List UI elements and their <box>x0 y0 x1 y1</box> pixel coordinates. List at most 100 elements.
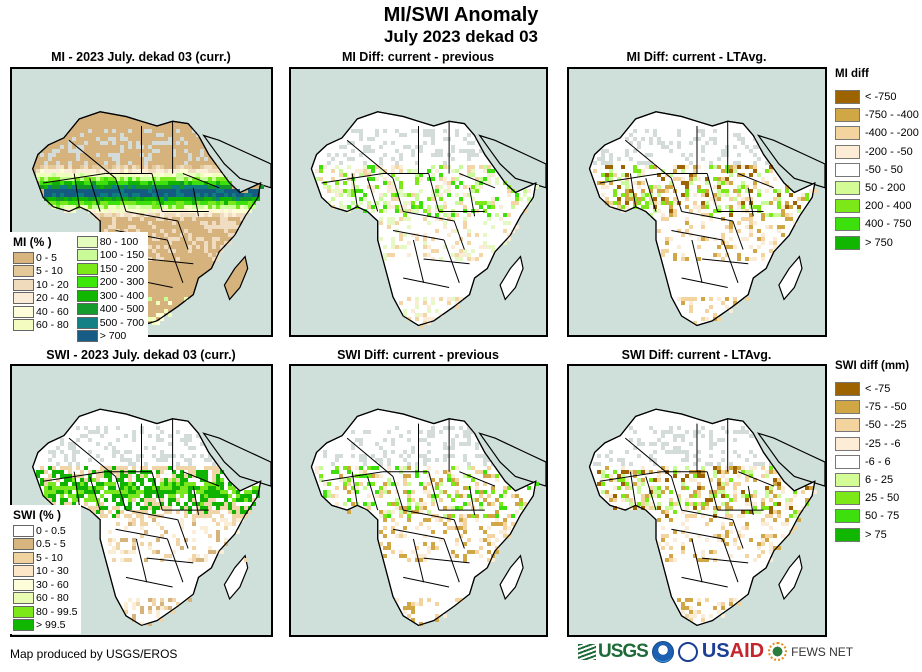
raster-cell <box>383 510 387 514</box>
map-panel-swi-diff-ltavg[interactable] <box>567 364 827 637</box>
raster-cell <box>621 165 625 169</box>
raster-cell <box>411 233 415 237</box>
raster-cell <box>487 502 491 506</box>
map-panel-swi-diff-previous[interactable] <box>289 364 548 637</box>
raster-cell <box>793 490 797 494</box>
raster-cell <box>597 181 601 185</box>
raster-cell <box>769 462 773 466</box>
raster-cell <box>383 554 387 558</box>
raster-cell <box>204 193 208 197</box>
raster-cell <box>395 534 399 538</box>
raster-cell <box>697 430 701 434</box>
raster-cell <box>64 502 68 506</box>
raster-cell <box>475 442 479 446</box>
raster-cell <box>80 201 84 205</box>
raster-cell <box>427 177 431 181</box>
raster-cell <box>48 169 52 173</box>
raster-cell <box>104 426 108 430</box>
raster-cell <box>403 209 407 213</box>
raster-cell <box>697 177 701 181</box>
raster-cell <box>451 253 455 257</box>
raster-cell <box>168 197 172 201</box>
raster-cell <box>355 189 359 193</box>
raster-cell <box>116 546 120 550</box>
raster-cell <box>156 474 160 478</box>
raster-cell <box>761 257 765 261</box>
raster-cell <box>228 241 232 245</box>
raster-cell <box>455 201 459 205</box>
raster-cell <box>709 442 713 446</box>
raster-cell <box>164 245 168 249</box>
raster-cell <box>423 486 427 490</box>
raster-cell <box>124 229 128 233</box>
raster-cell <box>160 177 164 181</box>
raster-cell <box>184 181 188 185</box>
raster-cell <box>391 450 395 454</box>
swi-diff-legend-label: -25 - -6 <box>865 437 901 450</box>
raster-cell <box>713 534 717 538</box>
mi-legend-swatch <box>13 278 34 291</box>
raster-cell <box>665 558 669 562</box>
raster-cell <box>104 430 108 434</box>
map-panel-mi-diff-ltavg[interactable] <box>567 67 827 337</box>
raster-cell <box>717 297 721 301</box>
raster-cell <box>76 462 80 466</box>
raster-cell <box>733 189 737 193</box>
raster-cell <box>721 181 725 185</box>
raster-cell <box>475 470 479 474</box>
raster-cell <box>152 149 156 153</box>
raster-cell <box>443 530 447 534</box>
raster-cell <box>351 502 355 506</box>
raster-cell <box>701 297 705 301</box>
panel-title-swi-diff-previous: SWI Diff: current - previous <box>337 348 499 362</box>
raster-cell <box>427 169 431 173</box>
raster-cell <box>52 494 56 498</box>
raster-cell <box>144 490 148 494</box>
raster-cell <box>415 317 419 321</box>
raster-cell <box>649 153 653 157</box>
raster-cell <box>657 474 661 478</box>
raster-layer <box>315 129 539 329</box>
raster-cell <box>773 237 777 241</box>
raster-cell <box>180 474 184 478</box>
raster-cell <box>661 442 665 446</box>
raster-cell <box>455 257 459 261</box>
raster-cell <box>387 510 391 514</box>
raster-cell <box>347 510 351 514</box>
raster-cell <box>669 518 673 522</box>
raster-cell <box>244 494 248 498</box>
map-panel-mi-current[interactable] <box>10 67 273 337</box>
raster-cell <box>224 213 228 217</box>
raster-cell <box>327 201 331 205</box>
raster-cell <box>601 149 605 153</box>
raster-cell <box>76 173 80 177</box>
raster-cell <box>741 165 745 169</box>
raster-cell <box>84 161 88 165</box>
mi-legend-item: 200 - 300 <box>76 276 144 290</box>
raster-cell <box>188 177 192 181</box>
raster-cell <box>443 506 447 510</box>
raster-cell <box>112 466 116 470</box>
raster-cell <box>132 225 136 229</box>
raster-cell <box>637 173 641 177</box>
raster-cell <box>180 177 184 181</box>
raster-cell <box>443 458 447 462</box>
raster-cell <box>343 486 347 490</box>
raster-cell <box>192 466 196 470</box>
raster-cell <box>657 502 661 506</box>
raster-cell <box>363 506 367 510</box>
raster-cell <box>415 237 419 241</box>
raster-cell <box>379 221 383 225</box>
raster-cell <box>693 506 697 510</box>
raster-cell <box>184 486 188 490</box>
raster-cell <box>661 490 665 494</box>
raster-cell <box>160 602 164 606</box>
raster-cell <box>112 550 116 554</box>
map-panel-mi-diff-previous[interactable] <box>289 67 548 337</box>
raster-cell <box>713 606 717 610</box>
raster-cell <box>204 558 208 562</box>
raster-cell <box>132 173 136 177</box>
raster-cell <box>176 490 180 494</box>
raster-cell <box>601 185 605 189</box>
raster-cell <box>725 225 729 229</box>
